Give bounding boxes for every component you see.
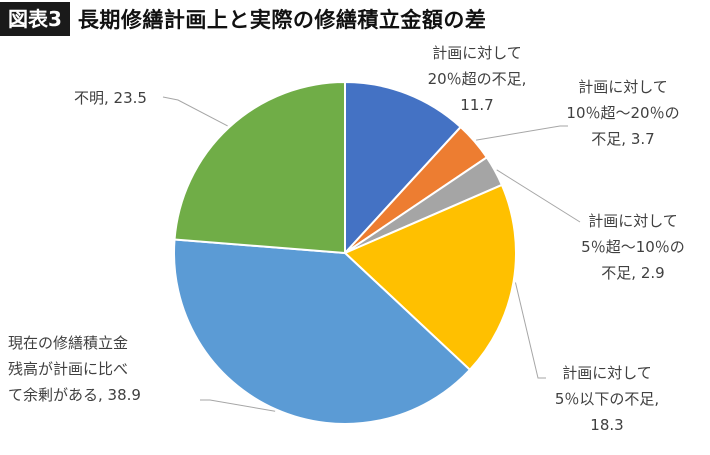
slice-label-line: 不明, 23.5 — [74, 89, 147, 107]
slice-label-line: 計画に対して — [562, 364, 652, 382]
pie-slice-4 — [173, 238, 472, 425]
slice-label-line: 計画に対して — [432, 44, 522, 62]
figure-badge: 図表3 — [0, 2, 70, 36]
slice-label-10-20: 計画に対して 10％超～20％の 不足, 3.7 — [548, 74, 698, 152]
slice-label-line: 5％超～10％の — [581, 238, 685, 256]
leader-line-3 — [514, 282, 546, 379]
slice-label-unknown: 不明, 23.5 — [74, 85, 184, 111]
slice-label-surplus: 現在の修繕積立金 残高が計画に比べ て余剰がある, 38.9 — [8, 330, 178, 408]
pie-slice-5 — [173, 80, 346, 255]
slice-label-line: て余剰がある, 38.9 — [8, 386, 141, 404]
slice-label-line: 現在の修繕積立金 — [8, 334, 129, 352]
leader-line-4 — [200, 399, 276, 412]
slice-label-line: 18.3 — [590, 416, 624, 434]
slice-label-5-10: 計画に対して 5％超～10％の 不足, 2.9 — [558, 208, 708, 286]
chart-title: 長期修繕計画上と実際の修繕積立金額の差 — [77, 8, 487, 32]
slice-label-line: 計画に対して — [588, 212, 678, 230]
slice-label-line: 5％以下の不足, — [554, 390, 660, 408]
chart-header: 図表3 長期修繕計画上と実際の修繕積立金額の差 — [0, 0, 486, 38]
slice-label-line: 計画に対して — [578, 78, 668, 96]
slice-label-line: 不足, 3.7 — [591, 130, 655, 148]
leader-line-5 — [162, 96, 228, 127]
slice-label-over-20: 計画に対して 20％超の不足, 11.7 — [402, 40, 552, 118]
slice-label-line: 10％超～20％の — [566, 104, 680, 122]
pie-slice-3 — [343, 183, 517, 372]
slice-label-line: 不足, 2.9 — [601, 264, 665, 282]
slice-label-line: 残高が計画に比べ — [8, 360, 129, 378]
leader-line-2 — [496, 169, 581, 223]
pie-slice-0 — [344, 80, 463, 256]
slice-label-line: 20％超の不足, — [427, 70, 527, 88]
leader-line-1 — [476, 125, 568, 141]
slice-label-under-5: 計画に対して 5％以下の不足, 18.3 — [532, 360, 682, 438]
slice-label-line: 11.7 — [460, 96, 494, 114]
